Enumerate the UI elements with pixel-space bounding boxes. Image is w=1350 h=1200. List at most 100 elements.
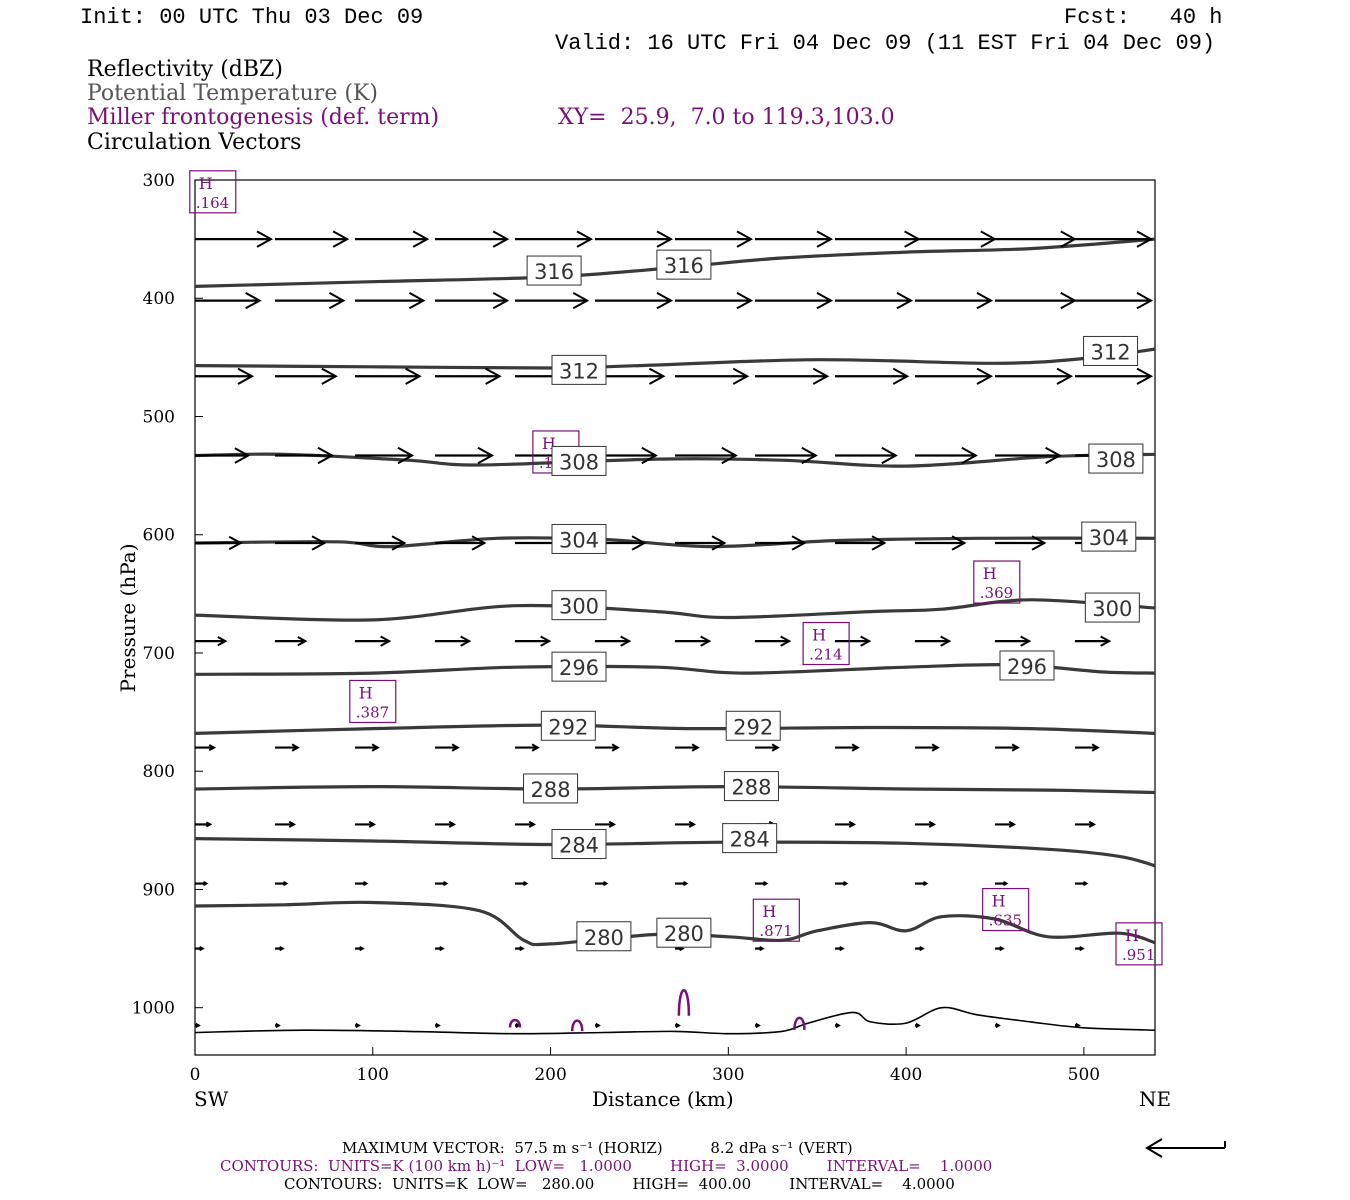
y-tick-label: 300 bbox=[143, 171, 175, 191]
circulation-vector bbox=[275, 292, 346, 310]
circulation-vector bbox=[435, 446, 495, 465]
circulation-vector bbox=[515, 292, 590, 310]
svg-text:H: H bbox=[992, 892, 1006, 911]
theta-contour-label: 308 bbox=[1088, 443, 1144, 474]
y-tick-label: 800 bbox=[143, 762, 175, 782]
circulation-vector bbox=[355, 292, 426, 310]
circulation-vector bbox=[675, 743, 700, 752]
y-tick-label: 700 bbox=[143, 644, 175, 664]
circulation-vector bbox=[195, 821, 213, 828]
circulation-vector bbox=[1075, 743, 1100, 752]
x-axis-right-endpoint: NE bbox=[1139, 1087, 1172, 1111]
frontogenesis-contour bbox=[677, 989, 691, 1016]
forecast-hour: Fcst: 40 h bbox=[1064, 5, 1223, 30]
circulation-vector bbox=[675, 535, 727, 551]
svg-text:300: 300 bbox=[559, 595, 599, 619]
circulation-vector bbox=[915, 743, 940, 752]
circulation-vector bbox=[355, 446, 415, 465]
frontogenesis-maximum: H.635 bbox=[982, 887, 1030, 932]
circulation-vector bbox=[595, 635, 632, 647]
circulation-vector bbox=[195, 744, 217, 752]
x-tick-label: 500 bbox=[1068, 1065, 1100, 1085]
circulation-vector bbox=[835, 1022, 841, 1028]
theta-contour-label: 308 bbox=[551, 445, 607, 476]
circulation-vector bbox=[275, 820, 297, 828]
svg-text:284: 284 bbox=[730, 828, 770, 852]
theta-contour-label: 316 bbox=[656, 249, 712, 280]
circulation-vector bbox=[355, 1022, 361, 1028]
circulation-vector bbox=[595, 881, 609, 887]
circulation-vector bbox=[675, 820, 697, 828]
svg-text:312: 312 bbox=[1091, 340, 1131, 364]
svg-text:308: 308 bbox=[1096, 448, 1136, 472]
svg-text:296: 296 bbox=[1007, 655, 1047, 679]
theta-contour-label: 296 bbox=[551, 651, 607, 682]
circulation-vector bbox=[915, 230, 997, 248]
theta-contour-308 bbox=[195, 452, 1155, 468]
svg-text:.635: .635 bbox=[989, 912, 1022, 930]
circulation-vector bbox=[435, 820, 457, 828]
circulation-vector bbox=[515, 230, 594, 248]
frontogenesis-contour bbox=[570, 1019, 584, 1032]
svg-text:H: H bbox=[812, 626, 826, 645]
circulation-vector bbox=[1075, 946, 1085, 952]
circulation-vector bbox=[275, 535, 327, 551]
circulation-vector bbox=[915, 820, 937, 828]
circulation-vector bbox=[995, 635, 1032, 647]
circulation-vector bbox=[675, 1022, 681, 1028]
circulation-vector bbox=[435, 230, 510, 248]
circulation-vector bbox=[995, 1022, 1001, 1028]
circulation-vector bbox=[755, 1022, 761, 1028]
cross-section-endpoints: XY= 25.9, 7.0 to 119.3,103.0 bbox=[558, 105, 895, 130]
circulation-vector bbox=[1155, 882, 1166, 885]
theta-contour-label: 316 bbox=[526, 255, 582, 286]
circulation-vector bbox=[915, 1022, 921, 1028]
circulation-vector bbox=[995, 743, 1020, 752]
circulation-vector bbox=[915, 635, 952, 647]
circulation-vector bbox=[995, 446, 1062, 465]
circulation-vector bbox=[1235, 448, 1300, 463]
circulation-vector bbox=[195, 535, 243, 551]
circulation-vector bbox=[595, 230, 674, 248]
circulation-vector bbox=[595, 292, 674, 310]
circulation-vector bbox=[1155, 369, 1231, 384]
theta-contour-280 bbox=[195, 900, 1155, 947]
circulation-vector bbox=[915, 881, 929, 887]
maximum-vector-info: MAXIMUM VECTOR: 57.5 m s⁻¹ (HORIZ) 8.2 d… bbox=[342, 1139, 853, 1157]
circulation-vector bbox=[435, 881, 449, 887]
circulation-vector bbox=[1155, 293, 1235, 308]
circulation-vector bbox=[1075, 367, 1154, 385]
x-tick-label: 100 bbox=[357, 1065, 389, 1085]
frontogenesis-maximum: H.871 bbox=[752, 898, 800, 942]
theta-contour-label: 288 bbox=[523, 773, 579, 804]
contours-miller-info: CONTOURS: UNITS=K (100 km h)⁻¹ LOW= 1.00… bbox=[220, 1157, 993, 1175]
svg-text:H: H bbox=[1125, 926, 1139, 945]
circulation-vector bbox=[195, 367, 255, 385]
circulation-vector bbox=[595, 743, 620, 752]
svg-text:288: 288 bbox=[531, 778, 571, 802]
x-axis-left-endpoint: SW bbox=[194, 1087, 229, 1111]
svg-text:H: H bbox=[983, 564, 997, 583]
circulation-vector bbox=[675, 367, 750, 385]
circulation-vector bbox=[355, 635, 392, 647]
circulation-vector bbox=[1235, 882, 1246, 885]
circulation-vector bbox=[835, 946, 845, 952]
svg-text:300: 300 bbox=[1092, 597, 1132, 621]
svg-text:284: 284 bbox=[559, 834, 599, 858]
circulation-vector bbox=[595, 1022, 601, 1028]
valid-time: Valid: 16 UTC Fri 04 Dec 09 (11 EST Fri … bbox=[555, 31, 1216, 56]
theta-contour-label: 280 bbox=[576, 921, 632, 952]
theta-contour-284 bbox=[195, 837, 1155, 868]
circulation-vector bbox=[835, 635, 872, 647]
circulation-vector bbox=[195, 447, 251, 464]
circulation-vector bbox=[595, 820, 617, 828]
frontogenesis-maximum: H.369 bbox=[973, 560, 1021, 604]
circulation-vector bbox=[835, 230, 921, 248]
circulation-vector bbox=[675, 292, 754, 310]
legend-miller-frontogenesis: Miller frontogenesis (def. term) bbox=[87, 105, 440, 130]
svg-text:292: 292 bbox=[548, 715, 588, 739]
svg-text:.387: .387 bbox=[356, 703, 389, 721]
circulation-vector bbox=[1235, 369, 1311, 384]
plot-frame bbox=[194, 179, 1156, 1056]
circulation-vector bbox=[275, 636, 308, 647]
